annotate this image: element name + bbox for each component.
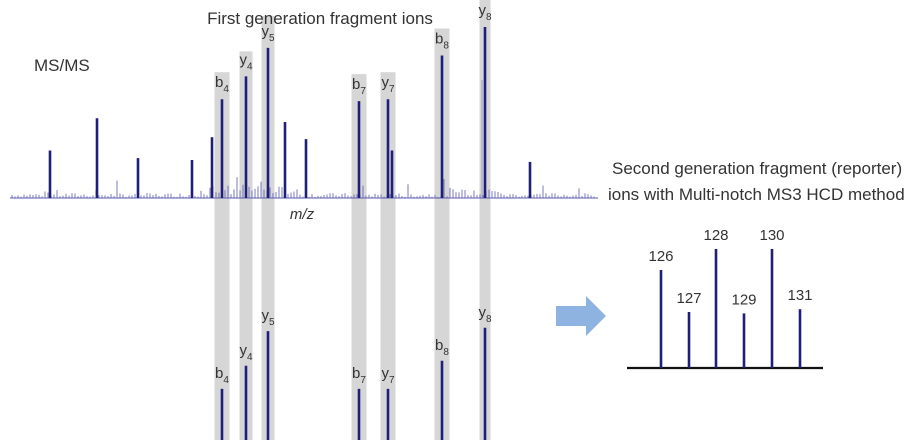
- ms3-ion-label: b7: [352, 365, 366, 386]
- spectrum-label: MS/MS: [34, 56, 90, 75]
- ms3-ion-label: y5: [261, 307, 275, 328]
- highlight-band-y4: [239, 51, 253, 440]
- reporter-label: 129: [731, 291, 756, 308]
- highlight-band-y5: [261, 15, 275, 440]
- ms2-ion-label: y4: [239, 51, 253, 72]
- reporter-label: 127: [676, 290, 701, 307]
- reporter-label: 130: [759, 227, 784, 244]
- ms3-ion-label: y8: [478, 304, 492, 325]
- reporter-label: 128: [703, 227, 728, 244]
- highlight-band-b4: [214, 72, 230, 440]
- ms2-ion-label: b4: [215, 74, 229, 95]
- ms2-ion-label: b7: [352, 76, 366, 97]
- ms3-ion-label: y4: [239, 342, 253, 363]
- reporter-label: 131: [787, 287, 812, 304]
- highlight-bands: [214, 0, 491, 440]
- reporter-title-line1: Second generation fragment (reporter): [612, 159, 902, 178]
- ms2-ion-label: b8: [435, 31, 449, 52]
- highlight-band-y8: [479, 0, 491, 440]
- ms3-ion-label: y7: [381, 365, 395, 386]
- right-arrow-icon: [556, 296, 606, 336]
- highlight-band-b8: [434, 28, 450, 440]
- ms3-ion-label: b4: [215, 365, 229, 386]
- ms2-ion-label: y8: [478, 2, 492, 23]
- figure-title: First generation fragment ions: [207, 9, 433, 28]
- reporter-ion-spectrum: 126 127 128 129 130 131: [627, 227, 823, 370]
- highlight-band-b7: [351, 74, 367, 440]
- mz-axis-label: m/z: [290, 206, 315, 223]
- ms2-spectrum: b4 y4 y5 b7 y7 b8 y8: [48, 2, 532, 198]
- reporter-label: 126: [648, 248, 673, 265]
- ms2-ion-label: y7: [381, 74, 395, 95]
- reporter-title-line2: ions with Multi-notch MS3 HCD method: [608, 185, 905, 204]
- ms2-ion-label: y5: [261, 23, 275, 44]
- ms3-ion-label: b8: [435, 337, 449, 358]
- spectrum-baseline-noise: [10, 177, 598, 199]
- ms3-spectrum: b4 y4 y5 b7 y7 b8 y8: [215, 304, 492, 440]
